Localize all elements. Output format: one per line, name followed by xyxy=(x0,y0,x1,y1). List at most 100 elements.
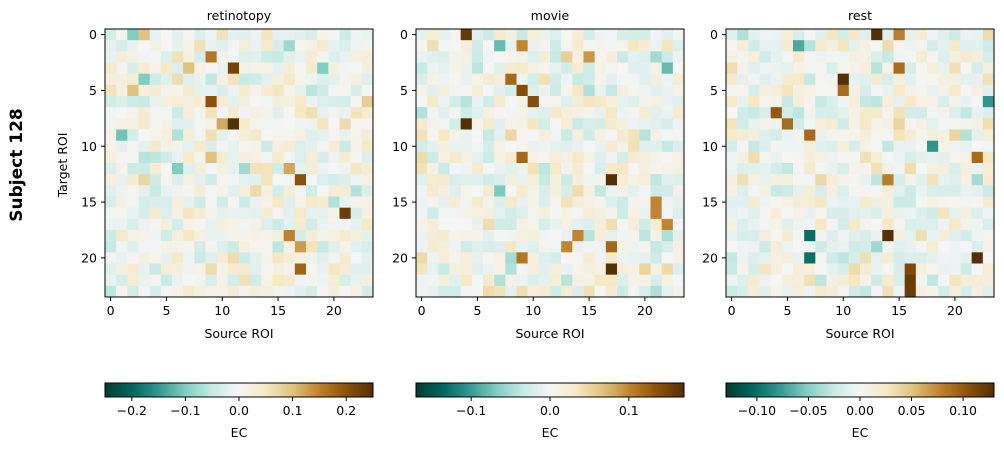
heatmap-cell xyxy=(815,285,827,298)
heatmap-cell xyxy=(561,263,573,276)
heatmap-cell xyxy=(317,241,329,253)
heatmap-cell xyxy=(949,129,961,142)
heatmap-cell xyxy=(194,151,206,164)
heatmap-cell xyxy=(317,151,329,164)
heatmap-cell xyxy=(960,174,973,186)
heatmap-cell xyxy=(770,196,783,209)
heatmap-cell xyxy=(483,40,495,52)
heatmap-cell xyxy=(617,196,629,209)
heatmap-cell xyxy=(527,185,540,197)
heatmap-cell xyxy=(904,207,917,220)
heatmap-cell xyxy=(483,163,495,175)
heatmap-cell xyxy=(848,129,861,142)
heatmap-cell xyxy=(860,241,872,253)
heatmap-cell xyxy=(982,51,995,63)
y-tick-label: 15 xyxy=(81,195,97,210)
heatmap-cell xyxy=(239,73,251,86)
heatmap-cell xyxy=(561,274,573,287)
heatmap-cell xyxy=(416,151,428,164)
heatmap-cell xyxy=(183,140,195,153)
heatmap-cell xyxy=(639,163,651,175)
heatmap-cell xyxy=(672,96,685,108)
heatmap-cell xyxy=(949,107,961,119)
heatmap-cell xyxy=(294,163,307,175)
heatmap-cell xyxy=(726,96,738,108)
heatmap-cell xyxy=(572,185,584,197)
heatmap-cell xyxy=(339,40,352,52)
heatmap-cell xyxy=(550,151,562,164)
heatmap-cell xyxy=(904,96,917,108)
heatmap-cell xyxy=(793,230,805,242)
heatmap-cell xyxy=(427,118,439,130)
heatmap-cell xyxy=(306,129,318,142)
heatmap-cell xyxy=(172,29,184,41)
heatmap-cell xyxy=(116,140,128,153)
heatmap-cell xyxy=(960,129,973,142)
heatmap-cell xyxy=(306,185,318,197)
heatmap-cell xyxy=(915,40,928,52)
heatmap-cell xyxy=(661,163,674,175)
heatmap-cell xyxy=(138,118,151,130)
heatmap-cell xyxy=(138,207,151,220)
heatmap-cell xyxy=(427,185,439,197)
heatmap-cell xyxy=(793,174,805,186)
heatmap-cell xyxy=(982,196,995,209)
heatmap-cell xyxy=(172,140,184,153)
heatmap-cell xyxy=(250,140,262,153)
heatmap-cell xyxy=(617,151,629,164)
heatmap-cell xyxy=(227,274,240,287)
heatmap-cell xyxy=(116,263,128,276)
heatmap-cell xyxy=(538,218,551,231)
heatmap-cell xyxy=(339,218,352,231)
heatmap-cell xyxy=(471,285,484,298)
heatmap-cell xyxy=(781,252,794,264)
heatmap-cell xyxy=(837,118,850,130)
heatmap-cell xyxy=(216,40,229,52)
heatmap-cell xyxy=(294,252,307,264)
heatmap-cell xyxy=(239,62,251,75)
heatmap-cell xyxy=(583,96,596,108)
heatmap-cell xyxy=(949,40,961,52)
heatmap-cell xyxy=(594,185,607,197)
heatmap-cell xyxy=(748,129,760,142)
heatmap-cell xyxy=(617,174,629,186)
heatmap-cell xyxy=(737,163,749,175)
heatmap-cell xyxy=(781,151,794,164)
heatmap-cell xyxy=(306,241,318,253)
heatmap-cell xyxy=(594,140,607,153)
heatmap-cell xyxy=(927,84,939,97)
heatmap-cell xyxy=(183,174,195,186)
heatmap-cell xyxy=(294,274,307,287)
heatmap-cell xyxy=(127,62,139,75)
heatmap-cell xyxy=(737,29,749,41)
heatmap-cell xyxy=(460,96,473,108)
heatmap-cell xyxy=(639,140,651,153)
heatmap-cell xyxy=(915,185,928,197)
panel-title: movie xyxy=(531,8,570,23)
heatmap-cell xyxy=(138,96,151,108)
heatmap-cell xyxy=(328,118,340,130)
heatmap-cell xyxy=(328,73,340,86)
heatmap-cell xyxy=(149,163,162,175)
heatmap-cell xyxy=(317,263,329,276)
heatmap-cell xyxy=(960,40,973,52)
heatmap-cell xyxy=(105,207,117,220)
heatmap-cell xyxy=(471,218,484,231)
heatmap-cell xyxy=(960,285,973,298)
heatmap-cell xyxy=(427,29,439,41)
heatmap-cell xyxy=(471,174,484,186)
heatmap-cell xyxy=(227,163,240,175)
heatmap-cell xyxy=(605,230,618,242)
heatmap-cell xyxy=(250,84,262,97)
heatmap-cell xyxy=(561,51,573,63)
heatmap-cell xyxy=(781,73,794,86)
heatmap-cell xyxy=(183,196,195,209)
heatmap-cell xyxy=(572,84,584,97)
heatmap-cell xyxy=(617,263,629,276)
heatmap-cell xyxy=(339,140,352,153)
heatmap-cell xyxy=(572,107,584,119)
heatmap-cell xyxy=(804,51,816,63)
heatmap-cell xyxy=(628,230,640,242)
heatmap-cell xyxy=(127,218,139,231)
heatmap-cell xyxy=(893,196,906,209)
